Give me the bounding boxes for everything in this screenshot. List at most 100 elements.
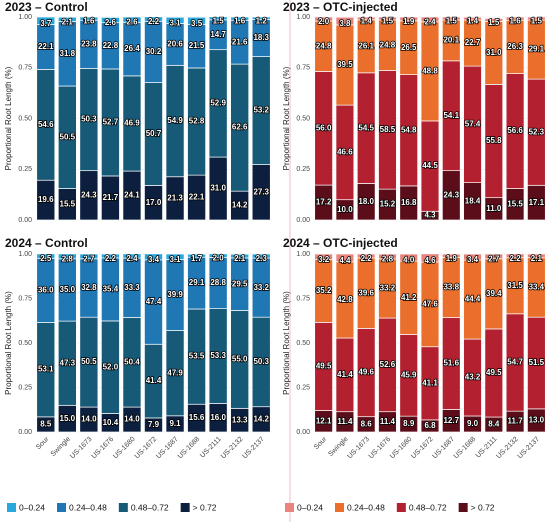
data-label: 16.0: [210, 413, 226, 422]
data-label: 2.7: [488, 255, 500, 264]
bar-segment: [187, 253, 206, 258]
data-label: 41.4: [146, 376, 162, 385]
data-label: 2.2: [361, 254, 373, 263]
y-tick-label: 0.25: [296, 384, 310, 391]
data-label: 18.0: [358, 197, 374, 206]
data-label: 1.4: [361, 17, 373, 26]
data-label: 1.4: [467, 17, 479, 26]
x-tick-label: US-1688: [453, 436, 478, 461]
data-label: 51.5: [529, 358, 545, 367]
bar-segment: [165, 16, 185, 24]
panel-title: 2023 – Control: [5, 0, 88, 14]
data-label: 41.2: [401, 293, 417, 302]
legend-label: > 0.72: [471, 502, 495, 512]
x-tick-label: US-1673: [346, 436, 371, 461]
data-label: 55.0: [232, 354, 248, 363]
data-label: 1.7: [191, 254, 203, 263]
data-label: 14.7: [210, 30, 226, 39]
data-label: 56.0: [316, 123, 332, 132]
data-label: 33.2: [380, 284, 396, 293]
data-label: 17.1: [529, 198, 545, 207]
data-label: 2.2: [148, 17, 160, 26]
bar-segment: [378, 253, 397, 260]
data-label: 29.1: [189, 278, 205, 287]
data-label: 21.5: [189, 41, 205, 50]
bar-segment: [79, 253, 99, 260]
data-label: 15.5: [60, 199, 76, 208]
data-label: 47.3: [60, 358, 76, 367]
x-tick-label: US-2137: [517, 436, 542, 461]
x-tick-label: Sour: [313, 435, 329, 451]
legend-swatch: [57, 503, 66, 512]
data-label: 57.4: [465, 119, 481, 128]
y-tick-label: 0.75: [18, 65, 32, 72]
data-label: 24.8: [380, 40, 396, 49]
bar-segment: [314, 16, 333, 22]
data-label: 2.1: [234, 254, 246, 263]
data-label: 22.8: [103, 41, 119, 50]
bar-segment: [230, 16, 250, 21]
data-label: 23.8: [81, 40, 97, 49]
data-label: 15.2: [380, 200, 396, 209]
data-label: 8.6: [361, 419, 373, 428]
data-label: 20.6: [167, 40, 183, 49]
data-label: 4.4: [339, 256, 351, 265]
data-label: 50.7: [146, 129, 162, 138]
data-label: 62.6: [232, 123, 248, 132]
bar-segment: [57, 253, 77, 260]
bar-segment: [122, 253, 142, 259]
data-label: 54.6: [38, 120, 54, 129]
legend-swatch: [335, 503, 344, 512]
data-label: 14.2: [253, 414, 269, 423]
legend-swatch: [396, 503, 406, 512]
x-tick-label: US-1672: [134, 436, 159, 461]
bar-segment: [463, 16, 482, 21]
bar-segment: [505, 253, 525, 259]
data-label: 24.8: [316, 41, 332, 50]
bar-segment: [230, 253, 250, 259]
data-label: 1.5: [213, 16, 225, 25]
x-tick-label: US-1676: [368, 436, 393, 461]
data-label: 21.7: [103, 193, 119, 202]
data-label: 7.9: [148, 420, 160, 429]
data-label: 39.4: [486, 289, 502, 298]
bar-segment: [101, 17, 120, 24]
data-label: 29.1: [529, 45, 545, 54]
data-label: 47.6: [422, 299, 438, 308]
data-label: 35.2: [316, 286, 332, 295]
data-label: 49.5: [486, 368, 502, 377]
bar-segment: [36, 253, 56, 259]
data-label: 21.3: [167, 193, 183, 202]
bar-segment: [251, 16, 271, 20]
data-label: 52.0: [103, 362, 119, 371]
y-tick-label: 1.00: [18, 14, 32, 21]
data-label: 8.4: [488, 420, 500, 429]
x-tick-label: Sour: [35, 435, 51, 451]
data-label: 2.4: [126, 254, 138, 263]
bar-segment: [441, 16, 461, 21]
data-label: 52.8: [189, 117, 205, 126]
data-label: 17.0: [146, 198, 162, 207]
data-label: 26.4: [124, 44, 140, 53]
data-label: 11.4: [337, 417, 353, 426]
data-label: 26.1: [358, 41, 374, 50]
y-tick-label: 0.00: [296, 429, 310, 436]
data-label: 44.4: [465, 295, 481, 304]
bar-segment: [399, 16, 419, 22]
data-label: 1.2: [256, 16, 268, 25]
data-label: 50.5: [60, 132, 76, 141]
y-tick-label: 1.00: [296, 251, 310, 258]
bar-segment: [420, 16, 440, 23]
bar-segment: [122, 16, 142, 23]
data-label: 1.6: [510, 17, 522, 26]
data-label: 54.8: [401, 125, 417, 134]
data-label: 11.4: [380, 417, 396, 426]
data-label: 10.0: [337, 205, 353, 214]
data-label: 19.6: [38, 195, 54, 204]
x-tick-label: US-1676: [91, 436, 116, 461]
data-label: 31.0: [486, 48, 502, 57]
data-label: 50.4: [124, 357, 140, 366]
data-label: 1.5: [446, 17, 458, 26]
data-label: 52.9: [210, 98, 226, 107]
y-tick-label: 0.00: [18, 429, 32, 436]
